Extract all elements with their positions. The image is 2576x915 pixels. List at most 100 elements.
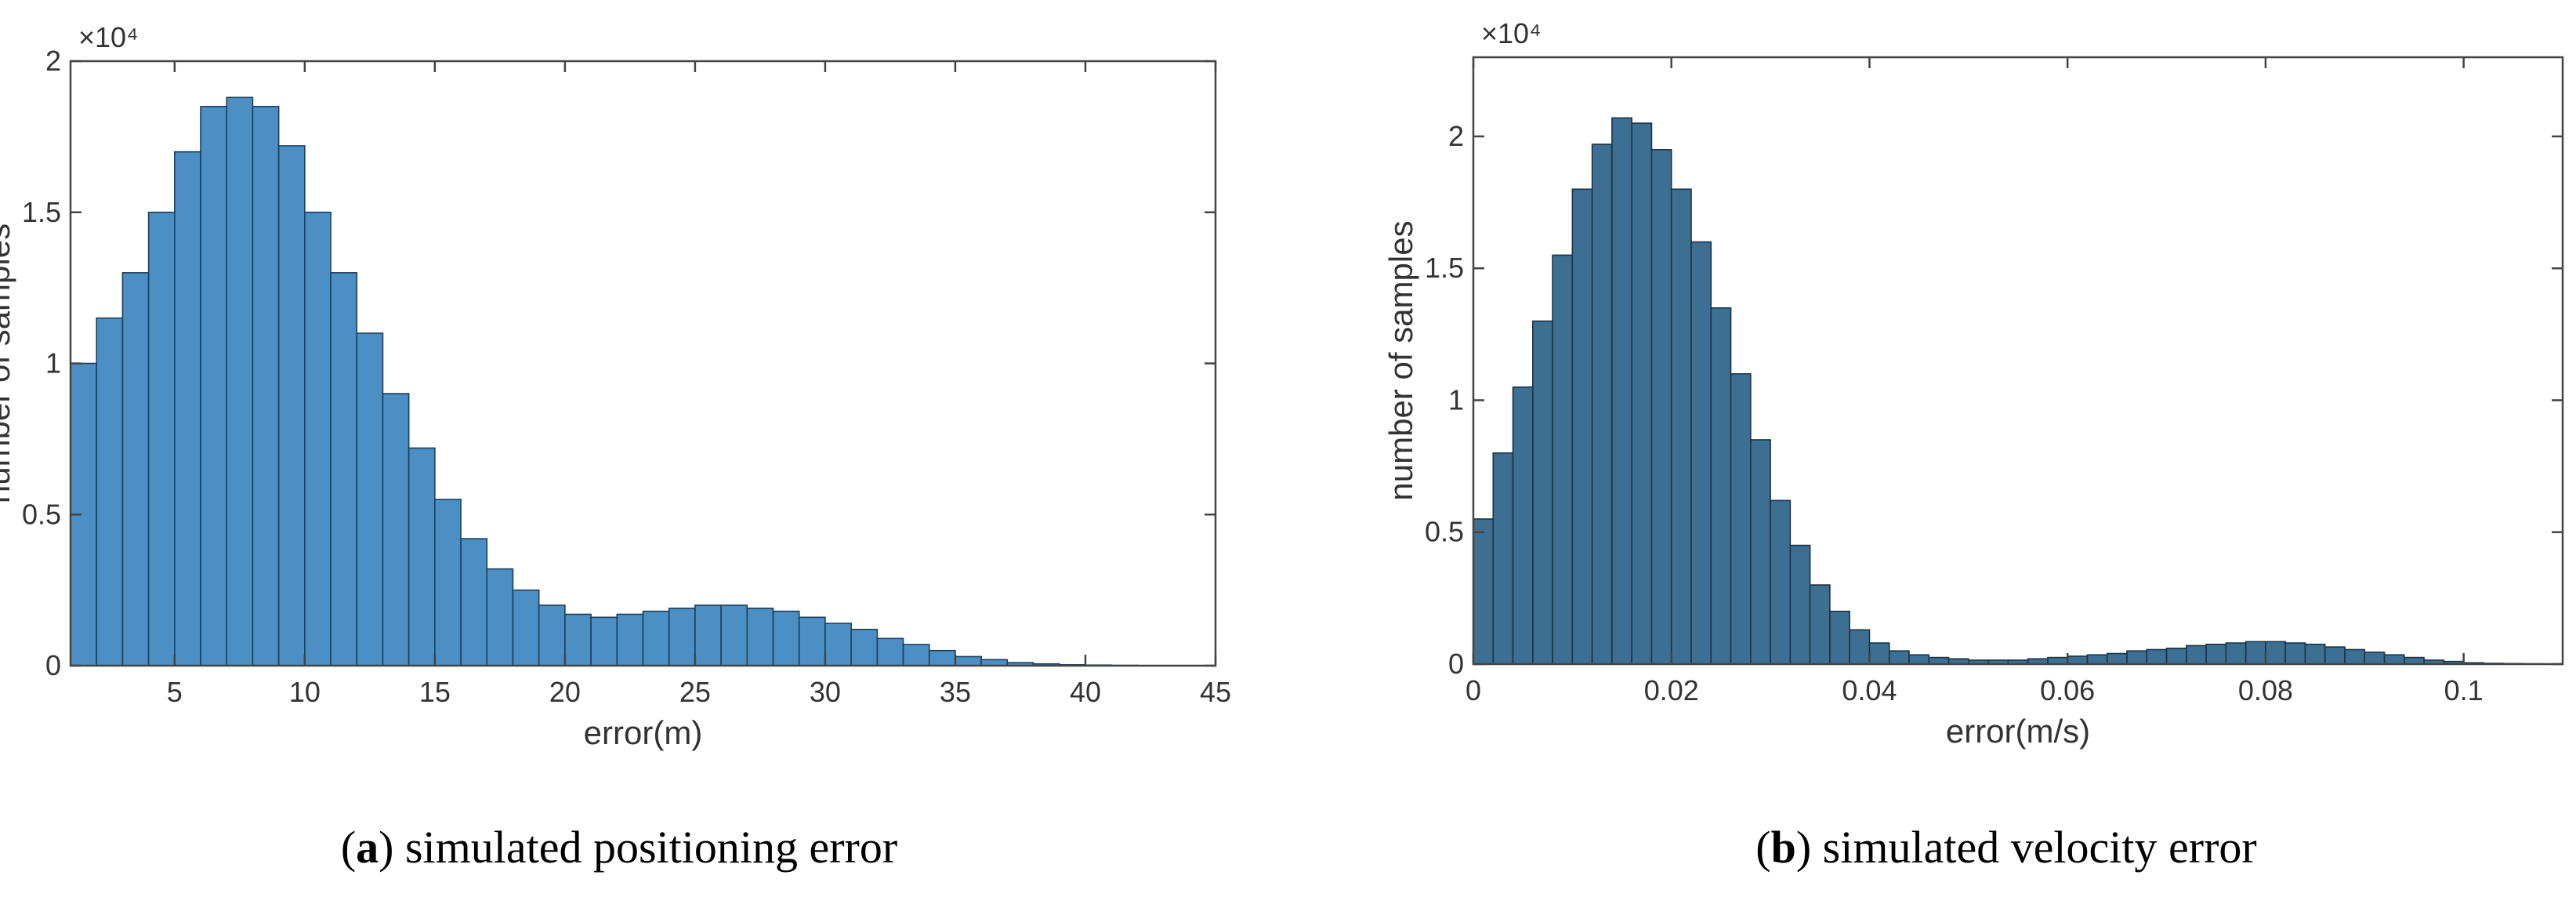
bar bbox=[902, 644, 930, 666]
bar bbox=[486, 568, 514, 666]
bar bbox=[2364, 652, 2386, 665]
caption-part: ( bbox=[341, 822, 356, 873]
bar bbox=[668, 607, 696, 666]
bar bbox=[96, 317, 124, 666]
x-tick-label: 35 bbox=[940, 676, 971, 708]
bar bbox=[121, 272, 150, 666]
y-tick-label: 1 bbox=[1448, 383, 1464, 416]
bar bbox=[200, 106, 228, 666]
bar bbox=[2383, 654, 2405, 665]
y-axis-label: number of samples bbox=[1382, 220, 1419, 500]
bar bbox=[512, 589, 540, 666]
bar bbox=[772, 610, 800, 666]
x-tick-label: 20 bbox=[549, 676, 581, 708]
bar bbox=[1849, 629, 1871, 665]
bar bbox=[1591, 143, 1613, 665]
bar bbox=[2324, 646, 2346, 665]
bar bbox=[174, 151, 201, 666]
x-tick-label: 10 bbox=[289, 676, 321, 708]
bar bbox=[2146, 648, 2168, 665]
bar bbox=[1532, 320, 1553, 665]
bar bbox=[1710, 307, 1732, 665]
bar bbox=[616, 613, 644, 666]
bar bbox=[408, 447, 436, 666]
bar bbox=[1571, 188, 1593, 665]
y-tick-label: 0 bbox=[45, 649, 61, 681]
bar bbox=[850, 628, 879, 666]
x-tick-label: 0.06 bbox=[2040, 674, 2095, 706]
bar bbox=[1730, 373, 1752, 665]
bar bbox=[1750, 439, 1771, 665]
bar bbox=[2165, 648, 2187, 665]
bar bbox=[1928, 656, 1950, 665]
bar bbox=[226, 96, 254, 666]
x-tick-label: 30 bbox=[810, 676, 841, 708]
x-axis-label: error(m) bbox=[584, 714, 703, 751]
bar bbox=[590, 616, 618, 666]
x-tick-label: 40 bbox=[1070, 676, 1101, 708]
bar bbox=[2106, 652, 2128, 665]
bar bbox=[252, 106, 280, 666]
x-axis-label: error(m/s) bbox=[1946, 713, 2090, 750]
y-tick-label: 0 bbox=[1448, 648, 1464, 680]
caption-part: b bbox=[1771, 822, 1796, 873]
x-tick-label: 0 bbox=[1466, 674, 1481, 706]
bar bbox=[1690, 241, 1712, 665]
bar bbox=[642, 610, 670, 666]
x-tick-label: 0.04 bbox=[1842, 674, 1897, 706]
bar bbox=[1473, 518, 1495, 665]
bar bbox=[1770, 499, 1792, 665]
bar bbox=[720, 605, 748, 666]
x-tick-label: 0.08 bbox=[2238, 674, 2293, 706]
y-tick-label: 2 bbox=[1448, 120, 1464, 152]
bar bbox=[2244, 641, 2266, 665]
bar bbox=[2225, 642, 2247, 665]
caption-part: ( bbox=[1755, 822, 1770, 873]
bar bbox=[1888, 650, 1910, 665]
bar bbox=[2284, 642, 2306, 665]
x-tick-label: 25 bbox=[679, 676, 711, 708]
y-tick-label: 0.5 bbox=[1425, 516, 1464, 548]
bar bbox=[2126, 650, 2148, 665]
bar bbox=[460, 538, 488, 666]
bar bbox=[1829, 610, 1850, 665]
y-axis-label: number of samples bbox=[0, 223, 16, 503]
bar bbox=[2265, 641, 2286, 665]
y-multiplier: ×10⁴ bbox=[78, 21, 139, 53]
bar bbox=[746, 607, 774, 666]
y-tick-label: 1.5 bbox=[22, 196, 61, 228]
caption: (a) simulated positioning error bbox=[341, 822, 897, 873]
bar bbox=[1809, 584, 1831, 665]
bar bbox=[382, 393, 410, 666]
y-tick-label: 0.5 bbox=[22, 498, 61, 530]
bar bbox=[928, 649, 956, 666]
bar bbox=[2205, 643, 2227, 665]
bar bbox=[1492, 452, 1514, 665]
bar bbox=[304, 211, 332, 666]
bar bbox=[564, 613, 592, 666]
bar bbox=[356, 332, 384, 666]
x-tick-label: 15 bbox=[419, 676, 451, 708]
bar bbox=[277, 145, 306, 666]
bar bbox=[1512, 386, 1534, 665]
axes-box bbox=[1472, 56, 2564, 666]
bar bbox=[434, 499, 462, 666]
bar bbox=[1670, 188, 1692, 665]
bar bbox=[876, 637, 904, 666]
bar bbox=[1789, 544, 1811, 665]
bar bbox=[2404, 656, 2425, 665]
bar bbox=[538, 605, 566, 666]
bar bbox=[2344, 648, 2366, 665]
bar bbox=[824, 623, 852, 666]
caption-part: a bbox=[356, 822, 379, 873]
bar bbox=[1611, 117, 1632, 665]
caption-part: ) simulated velocity error bbox=[1796, 822, 2257, 873]
bar bbox=[2047, 656, 2068, 665]
caption-part: ) simulated positioning error bbox=[379, 822, 897, 873]
bar bbox=[2067, 655, 2089, 665]
y-tick-label: 2 bbox=[45, 45, 61, 77]
bar bbox=[2186, 644, 2207, 665]
bar bbox=[1868, 642, 1890, 665]
y-tick-label: 1.5 bbox=[1425, 252, 1464, 284]
